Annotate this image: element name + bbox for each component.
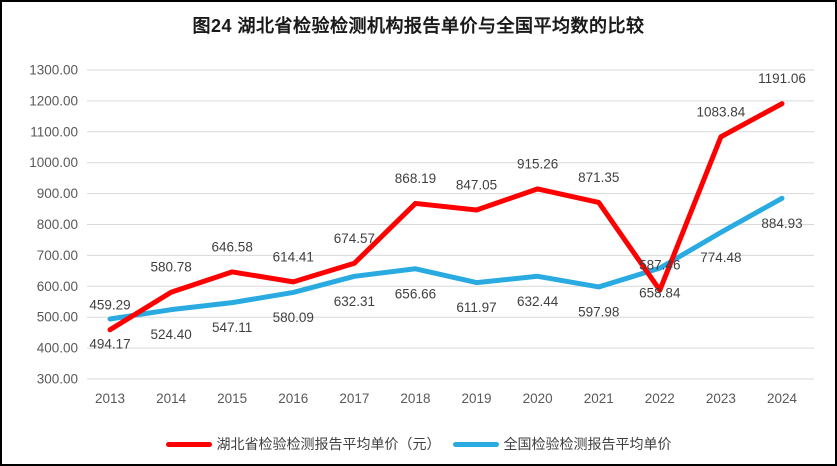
y-tick-label: 500.00 [37, 310, 78, 325]
data-label: 915.26 [517, 156, 558, 171]
data-label: 597.98 [578, 304, 619, 319]
x-tick-label: 2020 [523, 391, 553, 406]
x-tick-label: 2019 [462, 391, 492, 406]
x-tick-label: 2021 [584, 391, 614, 406]
data-label: 580.09 [273, 310, 314, 325]
y-tick-label: 800.00 [37, 217, 78, 232]
data-label: 632.44 [517, 294, 559, 309]
data-label: 587.46 [639, 258, 680, 273]
series-line [107, 101, 785, 333]
data-label: 1191.06 [758, 71, 806, 86]
y-tick-label: 1000.00 [29, 155, 78, 170]
data-label: 847.05 [456, 177, 497, 192]
data-label: 868.19 [395, 171, 436, 186]
data-label: 646.58 [212, 239, 253, 254]
y-tick-label: 600.00 [37, 279, 78, 294]
legend: 湖北省检验检测报告平均单价（元） 全国检验检测报告平均单价 [2, 434, 835, 454]
data-label: 884.93 [761, 216, 802, 231]
series-line [107, 195, 785, 322]
x-tick-label: 2018 [400, 391, 430, 406]
legend-item-hubei: 湖北省检验检测报告平均单价（元） [165, 434, 441, 454]
y-tick-label: 400.00 [37, 341, 78, 356]
x-tick-label: 2013 [95, 391, 125, 406]
data-label: 611.97 [456, 300, 496, 315]
data-label: 614.41 [273, 249, 314, 264]
legend-label-hubei: 湖北省检验检测报告平均单价（元） [216, 436, 441, 452]
y-tick-label: 300.00 [37, 372, 78, 387]
data-label: 580.78 [150, 260, 191, 275]
x-tick-label: 2023 [706, 391, 736, 406]
y-tick-label: 1100.00 [30, 124, 78, 139]
data-label: 656.66 [395, 286, 436, 301]
x-tick-label: 2016 [278, 391, 308, 406]
x-tick-label: 2024 [767, 391, 798, 406]
data-label: 547.11 [212, 320, 252, 335]
x-tick-label: 2017 [339, 391, 369, 406]
legend-line-red [165, 441, 212, 447]
legend-line-blue [452, 441, 499, 447]
data-label: 774.48 [700, 250, 741, 265]
x-tick-label: 2015 [217, 391, 247, 406]
data-label: 871.35 [578, 170, 619, 185]
legend-label-national: 全国检验检测报告平均单价 [503, 436, 672, 452]
data-label: 632.31 [334, 294, 375, 309]
y-tick-label: 900.00 [37, 186, 78, 201]
data-label: 658.84 [639, 286, 681, 301]
data-label: 459.29 [89, 297, 130, 312]
y-tick-label: 1300.00 [29, 63, 78, 78]
x-tick-label: 2022 [645, 391, 675, 406]
data-label: 494.17 [89, 337, 130, 352]
y-tick-label: 700.00 [37, 248, 78, 263]
x-tick-label: 2014 [156, 391, 187, 406]
y-tick-label: 1200.00 [29, 93, 78, 108]
chart-title: 图24 湖北省检验检测机构报告单价与全国平均数的比较 [192, 16, 645, 36]
legend-item-national: 全国检验检测报告平均单价 [452, 434, 672, 454]
data-label: 1083.84 [697, 104, 746, 119]
data-label: 674.57 [334, 231, 375, 246]
data-label: 524.40 [150, 327, 191, 342]
